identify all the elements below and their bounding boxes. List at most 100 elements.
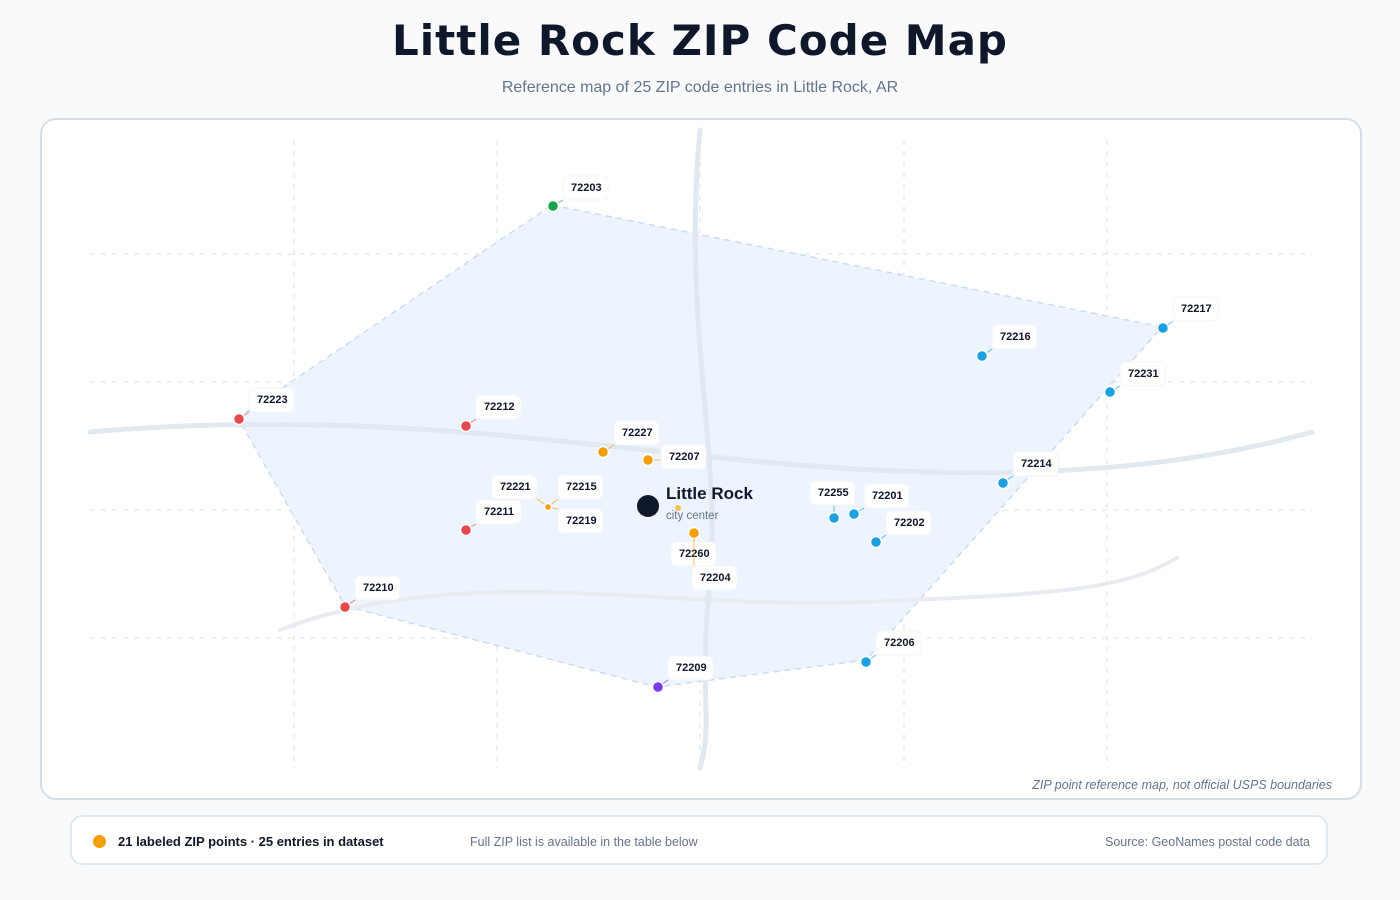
zip-point-72210[interactable]: 72210 [338,575,401,614]
zip-marker[interactable] [338,600,352,614]
zip-label-box [1012,451,1059,477]
map-disclaimer: ZIP point reference map, not official US… [1032,778,1332,792]
zip-label-box [557,508,604,534]
zip-label-box [557,474,604,500]
zip-point-72211[interactable]: 72211 [459,499,522,537]
zip-label-text: 72214 [1021,458,1052,470]
zip-label-box [613,420,660,446]
page-title: Little Rock ZIP Code Map [392,16,1008,65]
zip-marker[interactable] [975,349,989,363]
zip-label: 72210 [354,575,401,601]
zip-label-text: 72231 [1128,368,1159,380]
zip-marker[interactable] [641,453,655,467]
data-source: Source: GeoNames postal code data [1105,835,1310,849]
zip-marker[interactable] [869,535,883,549]
zip-label-text: 72207 [669,451,700,463]
city-center-small-dot [675,505,681,511]
zip-marker[interactable] [847,507,861,521]
zip-label: 72211 [475,499,522,525]
zip-point-72207[interactable]: 72207 [641,444,707,470]
zip-label-box [885,510,932,536]
zip-point-72202[interactable]: 72202 [869,510,932,549]
zip-label-box [1119,361,1166,387]
zip-label-text: 72217 [1181,303,1212,315]
zip-point-72227[interactable]: 72227 [596,420,660,459]
zip-label-box [660,444,707,470]
zip-label-text: 72215 [566,481,597,493]
map-legend-footer: 21 labeled ZIP points · 25 entries in da… [70,815,1328,865]
zip-label: 72204 [691,565,738,591]
zip-marker[interactable] [996,476,1010,490]
zip-label: 72206 [875,630,922,656]
zip-marker[interactable] [651,680,665,694]
zip-point-72217[interactable]: 72217 [1156,296,1219,335]
city-center-dot [637,495,659,517]
zip-map[interactable]: 72203 72217 72216 72231 72223 72212 72227 72207… [42,120,1360,798]
zip-point-72204[interactable]: 72204 [691,533,738,591]
zip-point-72231[interactable]: 72231 [1103,361,1166,399]
zip-marker[interactable] [596,445,610,459]
zip-label-text: 72221 [500,481,531,493]
zip-label-text: 72219 [566,515,597,527]
zip-point-72201[interactable]: 72201 [847,483,910,521]
zip-marker[interactable] [1156,321,1170,335]
zip-label-box [354,575,401,601]
zip-label: 72227 [613,420,660,446]
zip-label-text: 72255 [818,487,849,499]
zip-label: 72215 [557,474,604,500]
zip-label-text: 72201 [872,490,903,502]
zip-point-72206[interactable]: 72206 [859,630,922,669]
zip-label: 72214 [1012,451,1059,477]
zip-label-box [667,655,714,681]
zip-label-box [562,175,609,201]
map-panel[interactable]: 72203 72217 72216 72231 72223 72212 72227 72207… [40,118,1362,800]
zip-label-text: 72209 [676,662,707,674]
legend-count-text: 21 labeled ZIP points · 25 entries in da… [118,834,384,849]
zip-point-72212[interactable]: 72212 [459,394,522,433]
zip-marker[interactable] [859,655,873,669]
zip-label-text: 72204 [700,572,731,584]
zip-point-72203[interactable]: 72203 [546,175,609,213]
zip-point-72255[interactable]: 72255 [809,480,856,525]
zip-point-72219[interactable]: 72219 [543,502,604,534]
zip-label-text: 72227 [622,427,653,439]
zip-marker[interactable] [546,199,560,213]
zip-label-box [991,324,1038,350]
zip-label: 72203 [562,175,609,201]
zip-label-text: 72212 [484,401,515,413]
zip-point-72223[interactable]: 72223 [232,387,295,426]
zip-marker[interactable] [827,511,841,525]
zip-label-box [475,394,522,420]
zip-point-72216[interactable]: 72216 [975,324,1038,363]
zip-label-text: 72203 [571,182,602,194]
zip-label-box [1172,296,1219,322]
zip-marker[interactable] [232,412,246,426]
zip-label-text: 72223 [257,394,288,406]
roads [87,127,1315,771]
zip-marker[interactable] [459,419,473,433]
zip-label-text: 72202 [894,517,925,529]
zip-label-box [248,387,295,413]
zip-label: 72219 [557,508,604,534]
zip-point-72214[interactable]: 72214 [996,451,1059,490]
zip-label-box [875,630,922,656]
zip-label: 72207 [660,444,707,470]
zip-point-72209[interactable]: 72209 [651,655,714,694]
city-center-name: Little Rock [666,484,753,503]
zip-label: 72216 [991,324,1038,350]
zip-marker[interactable] [459,523,473,537]
zip-label: 72260 [670,541,717,567]
city-center-marker[interactable]: Little Rock city center [637,484,753,522]
zip-label: 72202 [885,510,932,536]
page-subtitle: Reference map of 25 ZIP code entries in … [501,79,899,96]
zip-marker[interactable] [1103,385,1117,399]
zip-label: 72223 [248,387,295,413]
city-center-caption: city center [666,510,719,522]
zip-label-box [475,499,522,525]
zip-label: 72221 [491,474,538,500]
zip-label-text: 72216 [1000,331,1031,343]
zip-label: 72255 [809,480,856,506]
zip-label-text: 72206 [884,637,915,649]
zip-marker[interactable] [543,502,553,512]
zip-point-72221[interactable]: 72221 [491,474,553,512]
